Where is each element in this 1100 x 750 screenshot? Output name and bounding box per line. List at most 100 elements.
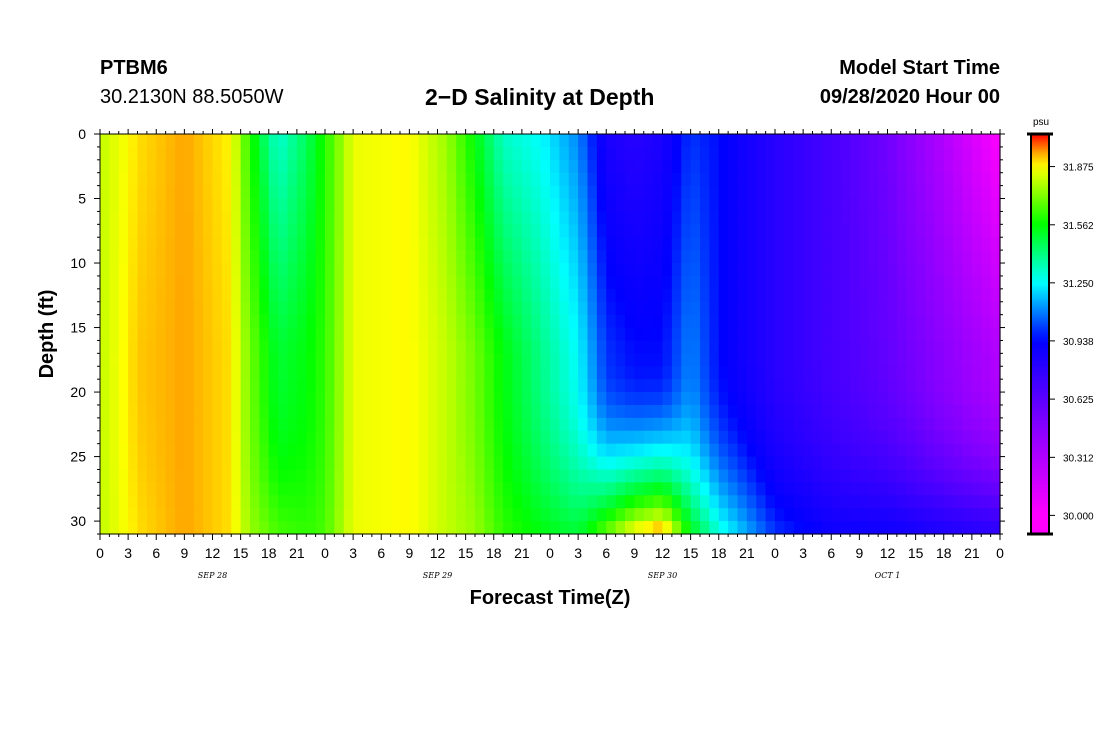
heatmap-cell <box>203 430 214 445</box>
heatmap-cell <box>775 404 785 419</box>
heatmap-cell <box>765 172 776 187</box>
heatmap-cell <box>446 430 457 445</box>
heatmap-cell <box>878 417 889 432</box>
heatmap-cell <box>550 495 560 509</box>
heatmap-cell <box>512 198 523 213</box>
heatmap-cell <box>221 366 232 380</box>
heatmap-cell <box>128 327 139 342</box>
heatmap-cell <box>137 263 148 277</box>
heatmap-cell <box>437 327 448 342</box>
heatmap-cell <box>943 340 954 354</box>
heatmap-cell <box>868 237 879 251</box>
heatmap-cell <box>456 443 467 458</box>
heatmap-cell <box>634 159 645 174</box>
heatmap-cell <box>165 327 176 342</box>
heatmap-cell <box>165 224 176 238</box>
heatmap-cell <box>812 495 823 509</box>
heatmap-cell <box>325 314 335 329</box>
heatmap-cell <box>278 237 289 251</box>
heatmap-cell <box>343 366 354 380</box>
heatmap-cell <box>371 275 382 290</box>
heatmap-cell <box>437 185 448 200</box>
heatmap-cell <box>756 250 767 264</box>
heatmap-cell <box>718 430 729 445</box>
heatmap-cell <box>193 456 204 471</box>
heatmap-cell <box>540 237 551 251</box>
heatmap-cell <box>428 159 439 174</box>
heatmap-cell <box>812 443 823 458</box>
heatmap-cell <box>971 275 982 290</box>
heatmap-cell <box>803 366 814 380</box>
heatmap-cell <box>184 185 195 200</box>
heatmap-cell <box>146 404 157 419</box>
heatmap-cell <box>568 146 579 161</box>
heatmap-cell <box>353 134 364 148</box>
heatmap-cell <box>437 198 448 213</box>
heatmap-cell <box>559 134 570 148</box>
heatmap-cell <box>671 353 682 367</box>
heatmap-cell <box>362 353 373 367</box>
heatmap-cell <box>315 301 326 316</box>
heatmap-cell <box>906 404 917 419</box>
heatmap-cell <box>456 430 467 445</box>
heatmap-cell <box>868 301 879 316</box>
heatmap-cell <box>128 263 139 277</box>
heatmap-cell <box>812 456 823 471</box>
heatmap-cell <box>156 482 167 496</box>
heatmap-cell <box>362 327 373 342</box>
heatmap-cell <box>906 379 917 393</box>
heatmap-cell <box>915 263 926 277</box>
heatmap-cell <box>278 456 289 471</box>
heatmap-cell <box>137 482 148 496</box>
heatmap-cell <box>156 250 167 264</box>
heatmap-cell <box>718 443 729 458</box>
heatmap-cell <box>353 198 364 213</box>
heatmap-cell <box>193 340 204 354</box>
heatmap-cell <box>503 443 514 458</box>
heatmap-cell <box>915 392 926 406</box>
heatmap-cell <box>596 159 607 174</box>
heatmap-cell <box>409 211 420 225</box>
heatmap-cell <box>709 482 720 496</box>
heatmap-cell <box>775 430 785 445</box>
heatmap-cell <box>718 288 729 303</box>
heatmap-cell <box>315 379 326 393</box>
heatmap-cell <box>334 327 345 342</box>
heatmap-cell <box>465 301 476 316</box>
heatmap-cell <box>784 392 795 406</box>
heatmap-cell <box>859 224 870 238</box>
heatmap-cell <box>568 134 579 148</box>
heatmap-cell <box>803 521 814 535</box>
heatmap-cell <box>915 198 926 213</box>
heatmap-cell <box>587 392 598 406</box>
heatmap-cell <box>671 443 682 458</box>
heatmap-cell <box>878 198 889 213</box>
heatmap-cell <box>484 404 495 419</box>
heatmap-cell <box>428 353 439 367</box>
heatmap-cell <box>381 327 392 342</box>
heatmap-cell <box>625 314 635 329</box>
heatmap-cell <box>690 495 701 509</box>
heatmap-cell <box>343 224 354 238</box>
heatmap-cell <box>362 314 373 329</box>
heatmap-cell <box>925 417 935 432</box>
heatmap-cell <box>231 134 242 148</box>
heatmap-cell <box>634 288 645 303</box>
heatmap-cell <box>465 521 476 535</box>
heatmap-cell <box>493 366 504 380</box>
heatmap-cell <box>653 198 664 213</box>
heatmap-cell <box>906 172 917 187</box>
heatmap-cell <box>887 430 898 445</box>
heatmap-cell <box>765 211 776 225</box>
heatmap-cell <box>231 146 242 161</box>
heatmap-cell <box>428 508 439 522</box>
heatmap-cell <box>662 198 673 213</box>
heatmap-cell <box>775 314 785 329</box>
heatmap-cell <box>812 430 823 445</box>
heatmap-cell <box>859 482 870 496</box>
heatmap-cell <box>578 224 589 238</box>
heatmap-cell <box>259 275 270 290</box>
heatmap-cell <box>606 353 617 367</box>
heatmap-cell <box>287 134 298 148</box>
heatmap-cell <box>775 185 785 200</box>
